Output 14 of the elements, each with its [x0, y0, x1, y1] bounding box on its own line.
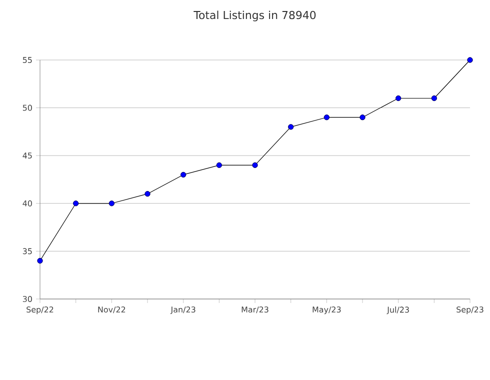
point — [108, 200, 115, 206]
point — [144, 190, 150, 197]
point — [216, 162, 222, 168]
point — [180, 172, 186, 178]
point — [431, 95, 438, 102]
point — [288, 124, 294, 130]
point — [37, 258, 43, 264]
point — [396, 95, 402, 102]
point — [360, 114, 366, 120]
point — [467, 57, 473, 63]
point — [72, 200, 79, 206]
chart-title: Total Listings in 78940 — [194, 10, 316, 22]
point — [252, 162, 258, 168]
point — [324, 114, 330, 120]
